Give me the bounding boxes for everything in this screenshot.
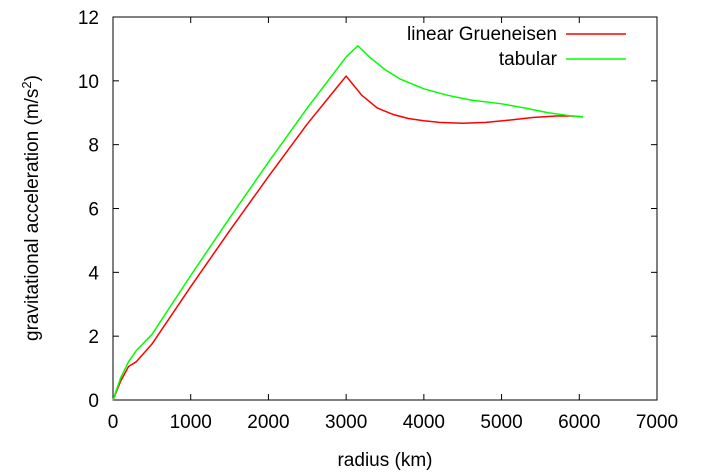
x-tick-label: 0 [108, 412, 119, 433]
x-tick-label: 4000 [403, 412, 445, 433]
y-axis-label-tail: ) [22, 75, 43, 81]
y-tick-label: 2 [88, 327, 99, 348]
legend: linear Grueneisen tabular [407, 24, 626, 70]
y-axis-label: gravitational acceleration (m/s2) [19, 75, 43, 341]
y-tick-label: 0 [88, 391, 99, 412]
y-tick-label: 6 [88, 200, 99, 221]
legend-label-linear-grueneisen: linear Grueneisen [407, 24, 557, 45]
y-tick-label: 12 [78, 8, 99, 29]
x-tick-label: 5000 [480, 412, 522, 433]
ticks [112, 16, 658, 401]
series-lines [112, 44, 584, 401]
x-tick-label: 3000 [325, 412, 367, 433]
x-tick-label: 1000 [170, 412, 212, 433]
y-tick-label: 8 [88, 136, 99, 157]
plot-frame [112, 16, 658, 401]
series-line-linear-grueneisen [112, 75, 584, 401]
y-axis-label-main: gravitational acceleration (m/s [22, 89, 43, 341]
x-tick-label: 7000 [636, 412, 678, 433]
legend-label-tabular: tabular [499, 49, 558, 70]
x-axis-label: radius (km) [337, 450, 432, 471]
y-tick-label: 10 [78, 72, 99, 93]
y-tick-label: 4 [88, 263, 99, 284]
x-tick-label: 2000 [247, 412, 289, 433]
x-tick-label: 6000 [558, 412, 600, 433]
y-axis-label-superscript: 2 [19, 81, 34, 88]
tick-labels: 0 1000 2000 3000 4000 5000 6000 7000 0 2 4 6 8 10 12 [78, 8, 678, 433]
series-line-tabular [112, 44, 584, 401]
